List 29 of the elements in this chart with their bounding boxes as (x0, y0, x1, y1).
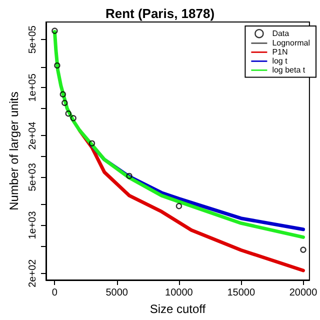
x-tick-label: 15000 (227, 288, 256, 298)
legend-label: log t (272, 56, 288, 66)
point (300, 246, 306, 253)
x-tick-label: 10000 (165, 288, 194, 298)
point (62, 100, 68, 106)
legend-label: log beta t (272, 66, 306, 75)
y-tick-label: 5e+05 (28, 25, 38, 54)
y-tick-label: 2e+02 (28, 258, 38, 288)
x-tick-label: 20000 (289, 288, 318, 298)
y-tick-label: 1e+05 (28, 73, 38, 102)
point (60, 91, 66, 98)
chart-title: Rent (Paris, 1878) (105, 6, 215, 21)
y-tick-label: 1e+03 (28, 210, 38, 240)
point (54, 62, 60, 69)
y-tick-label: 5e+03 (28, 162, 38, 192)
x-tick-label: 5000 (106, 288, 128, 298)
point (65, 110, 72, 117)
y-tick-label: 2e+04 (28, 121, 38, 150)
point (70, 115, 76, 122)
point (52, 28, 58, 34)
point (88, 140, 96, 146)
legend-label: Lognormal (272, 38, 310, 48)
x-axis-title: Size cutoff (150, 302, 206, 316)
x-tick-label: 0 (52, 288, 58, 298)
y-axis-title: Number of larger units (7, 92, 21, 210)
legend-label: P1N (272, 48, 288, 57)
point (126, 172, 132, 180)
legend-label: Data (272, 29, 290, 38)
point (176, 202, 182, 210)
